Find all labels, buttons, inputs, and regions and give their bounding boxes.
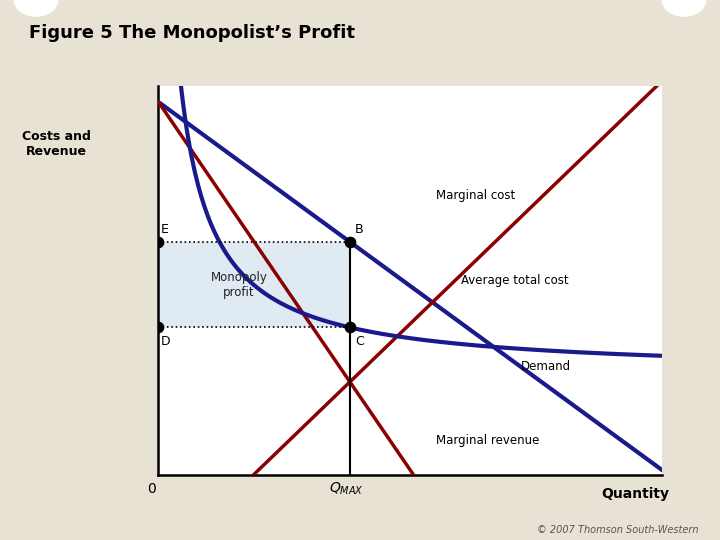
- Text: D: D: [161, 335, 171, 348]
- Text: Marginal cost: Marginal cost: [436, 189, 515, 202]
- Text: C: C: [355, 335, 364, 348]
- Text: E: E: [161, 223, 168, 236]
- Point: [153, 238, 164, 246]
- Text: Monopoly
profit: Monopoly profit: [210, 271, 267, 299]
- Point: [344, 323, 356, 332]
- Text: Costs and
Revenue: Costs and Revenue: [22, 130, 91, 158]
- Text: © 2007 Thomson South-Western: © 2007 Thomson South-Western: [537, 524, 698, 535]
- Text: Average total cost: Average total cost: [461, 274, 568, 287]
- Point: [344, 238, 356, 246]
- Bar: [158, 242, 350, 327]
- Text: Figure 5 The Monopolist’s Profit: Figure 5 The Monopolist’s Profit: [29, 24, 355, 42]
- Text: B: B: [355, 223, 364, 236]
- Text: $Q_{MAX}$: $Q_{MAX}$: [329, 481, 364, 497]
- Text: 0: 0: [147, 482, 156, 496]
- Text: Quantity: Quantity: [602, 487, 670, 501]
- Point: [153, 323, 164, 332]
- Text: Marginal revenue: Marginal revenue: [436, 434, 539, 447]
- Text: Demand: Demand: [521, 360, 572, 373]
